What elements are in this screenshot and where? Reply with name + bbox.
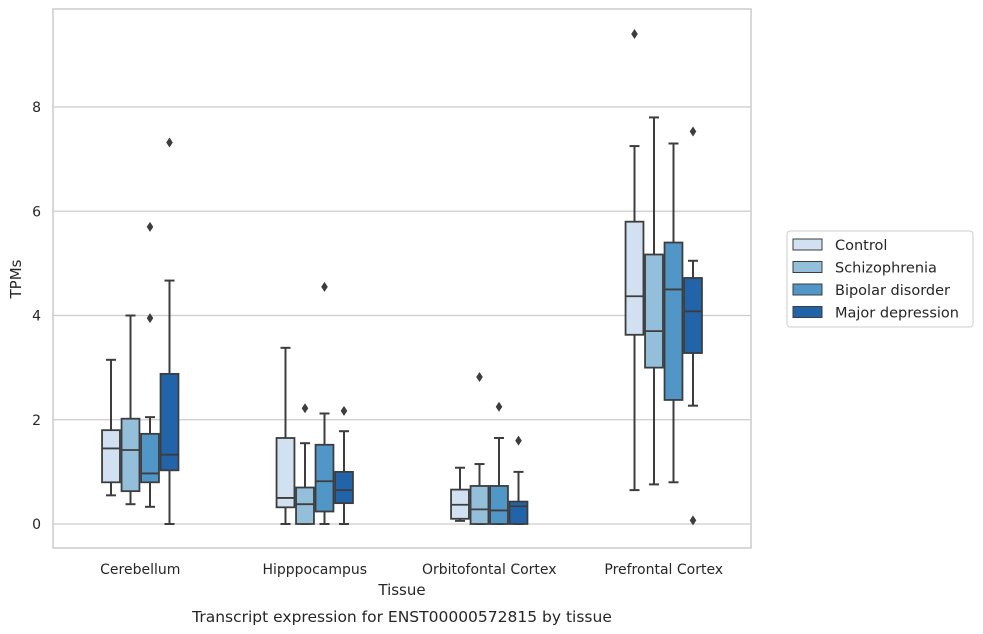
box-major-depression [508, 435, 529, 525]
box-iqr [624, 220, 645, 336]
outlier-point [301, 403, 309, 414]
legend-swatch [792, 283, 823, 296]
box-bipolar-disorder [140, 221, 160, 508]
box-iqr [295, 486, 315, 525]
x-tick-labels: Cerebellum Hipppocampus Orbitofontal Corte… [100, 562, 723, 578]
box-iqr [469, 485, 490, 525]
outlier-point [146, 313, 154, 324]
y-axis-label: TPMs [7, 259, 25, 299]
box-major-depression [159, 137, 180, 525]
outlier-point [166, 137, 173, 148]
legend-entry: Schizophrenia [835, 261, 937, 277]
box-bipolar-disorder [314, 281, 335, 525]
outlier-point [515, 435, 522, 446]
y-tick-label: 4 [32, 309, 41, 325]
box-major-depression [334, 405, 354, 525]
box-iqr [644, 253, 664, 369]
box-iqr [120, 417, 141, 493]
box-control [450, 466, 470, 522]
legend-swatch [792, 238, 823, 251]
legend: Control Schizophrenia Bipolar disorder Majo… [786, 230, 974, 328]
legend-entry: Bipolar disorder [835, 283, 950, 299]
box-major-depression [683, 126, 703, 526]
y-tick-label: 8 [32, 100, 41, 116]
plot-area-frame [52, 8, 752, 549]
box-schizophrenia [120, 314, 141, 506]
boxes [101, 29, 703, 526]
box-iqr [159, 372, 180, 472]
outlier-point [340, 405, 348, 416]
x-tick-label: Hipppocampus [262, 562, 367, 578]
box-iqr [508, 500, 529, 525]
y-tick-label: 2 [32, 413, 41, 429]
box-iqr [334, 470, 354, 505]
outlier-point [689, 515, 697, 526]
y-tick-label: 0 [32, 517, 41, 533]
outlier-point [689, 126, 697, 137]
box-schizophrenia [644, 116, 664, 486]
outlier-point [476, 372, 483, 383]
box-schizophrenia [295, 403, 315, 525]
box-bipolar-disorder [489, 401, 509, 525]
x-tick-label: Cerebellum [100, 562, 180, 578]
box-bipolar-disorder [663, 142, 684, 484]
chart-caption: Transcript expression for ENST0000057281… [191, 608, 612, 626]
outlier-point [146, 221, 154, 232]
box-iqr [489, 485, 509, 525]
y-tick-label: 6 [32, 204, 41, 220]
box-iqr [140, 432, 160, 484]
box-control [101, 358, 121, 497]
box-iqr [314, 443, 335, 513]
x-axis-label: Tissue [377, 581, 425, 599]
legend-swatch [792, 261, 823, 273]
legend-entry: Control [835, 238, 887, 254]
legend-frame [786, 230, 974, 328]
box-iqr [275, 437, 296, 509]
box-iqr [101, 429, 121, 484]
box-iqr [683, 277, 703, 354]
x-tick-label: Prefrontal Cortex [604, 562, 723, 578]
outlier-point [321, 281, 328, 292]
x-tick-label: Orbitofontal Cortex [422, 562, 557, 578]
box-control [275, 346, 296, 525]
outlier-point [631, 29, 638, 40]
y-tick-labels: 0 2 4 6 8 [32, 100, 41, 533]
box-iqr [663, 241, 684, 401]
outlier-point [495, 401, 503, 412]
legend-entry: Major depression [835, 306, 959, 322]
box-control [624, 29, 645, 492]
box-schizophrenia [469, 372, 490, 525]
legend-swatch [792, 306, 823, 318]
